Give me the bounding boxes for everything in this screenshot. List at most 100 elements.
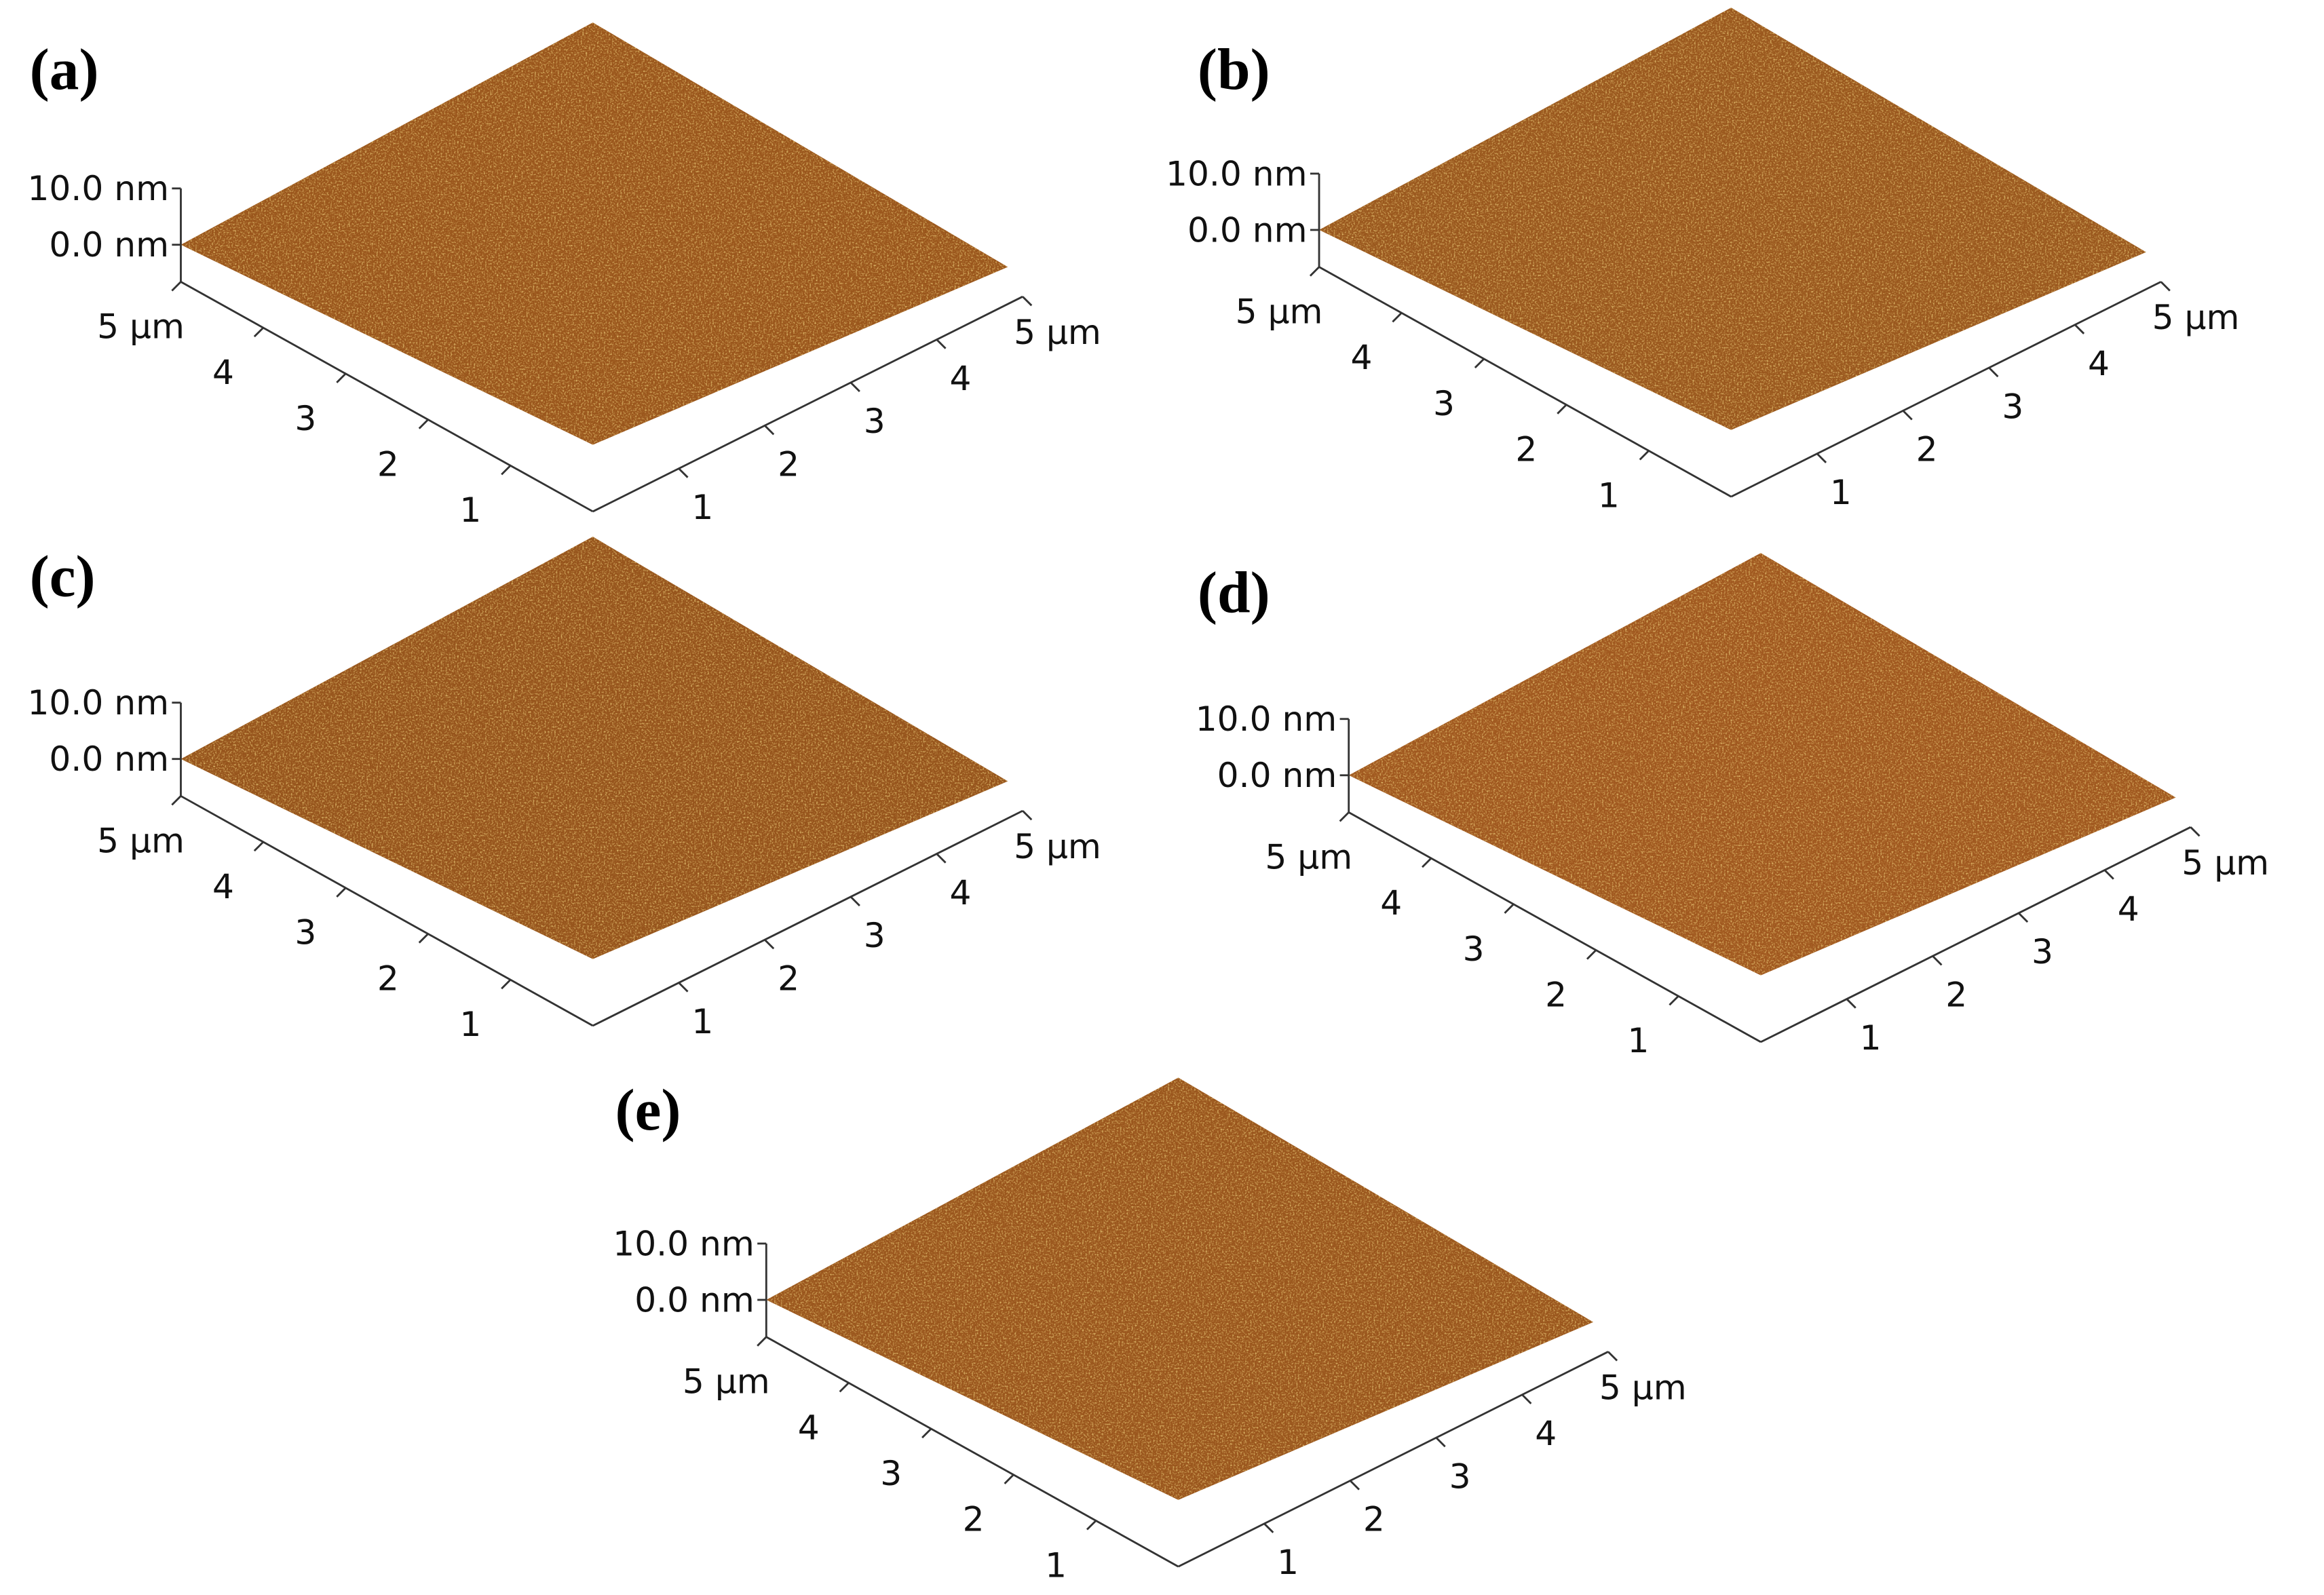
panel-label: (c): [30, 543, 96, 609]
axis-tick: [1422, 858, 1432, 868]
right-axis: [1760, 826, 2192, 1043]
z-tick-label: 10.0 nm: [1166, 153, 1308, 193]
panel-label: (b): [1198, 36, 1270, 102]
axis-tick: [1902, 410, 1913, 421]
axis-tick: [2190, 826, 2201, 837]
left-axis-label: 2: [377, 958, 399, 998]
left-axis-label: 1: [459, 490, 481, 530]
right-axis-label: 2: [1945, 974, 1967, 1014]
left-axis-label: 1: [459, 1004, 481, 1044]
z-tick-label: 0.0 nm: [49, 739, 169, 779]
left-axis-label: 5 μm: [1236, 292, 1323, 332]
left-axis: [180, 795, 594, 1027]
axis-tick: [2160, 281, 2171, 292]
axis-tick: [418, 419, 429, 429]
z-tick-label: 0.0 nm: [49, 225, 169, 265]
afm-texture: [1319, 7, 2146, 430]
z-tick-label: 10.0 nm: [613, 1223, 755, 1263]
axis-tick: [1586, 949, 1597, 960]
right-axis-label: 3: [2002, 386, 2023, 426]
axis-tick: [839, 1382, 850, 1393]
right-axis-label: 1: [691, 1001, 713, 1041]
axis-tick: [850, 381, 860, 393]
left-axis-label: 3: [294, 912, 316, 953]
axis-tick: [1557, 404, 1567, 415]
axis-tick: [171, 281, 182, 292]
left-axis-label: 1: [1045, 1545, 1067, 1585]
axis-tick: [850, 896, 860, 906]
axis-tick: [1988, 367, 1999, 378]
left-axis-label: 1: [1628, 1020, 1650, 1060]
right-axis-label: 4: [2118, 889, 2139, 929]
axis-tick: [1932, 955, 1943, 966]
axis-tick: [678, 467, 689, 478]
right-axis-label: 2: [1363, 1499, 1385, 1539]
right-axis: [592, 809, 1023, 1027]
z-tick-label: 10.0 nm: [1196, 699, 1337, 739]
z-tick-label: 10.0 nm: [27, 683, 169, 723]
axis-tick: [1846, 998, 1856, 1009]
left-axis-label: 5 μm: [1265, 837, 1352, 877]
axis-tick: [1022, 810, 1033, 821]
right-axis-label: 5 μm: [1014, 312, 1101, 352]
axis-tick: [1504, 903, 1515, 914]
left-axis-label: 2: [1515, 429, 1537, 469]
axis-tick: [1607, 1351, 1618, 1362]
right-axis-label: 4: [949, 872, 971, 912]
afm-panel: (d) 10.0 nm 0.0 nm 5 μm 4 3 2 1 1 2 3 4 5 μm: [1196, 553, 2269, 1060]
left-axis-label: 2: [1545, 974, 1567, 1014]
left-axis-label: 4: [798, 1407, 820, 1447]
afm-panel: (a) 10.0 nm 0.0 nm 5 μm 4 3 2 1 1 2 3 4 5 μm: [27, 22, 1101, 530]
left-axis-label: 3: [880, 1453, 902, 1493]
afm-texture: [180, 537, 1008, 959]
right-axis: [1730, 281, 2162, 498]
left-axis-label: 2: [963, 1499, 985, 1539]
left-axis: [180, 281, 594, 513]
left-axis-label: 4: [1351, 337, 1373, 377]
afm-panel: (e) 10.0 nm 0.0 nm 5 μm 4 3 2 1 1 2 3 4 5 μm: [613, 1077, 1686, 1586]
right-axis-label: 5 μm: [1014, 826, 1101, 866]
panel-label: (a): [30, 36, 99, 102]
right-axis-label: 4: [2088, 343, 2110, 383]
axis-tick: [1816, 453, 1827, 463]
left-axis: [1348, 811, 1761, 1043]
left-axis-label: 3: [294, 398, 316, 438]
axis-tick: [921, 1428, 932, 1439]
right-axis-label: 3: [864, 915, 885, 955]
right-axis-label: 1: [1830, 472, 1852, 512]
axis-tick: [1474, 358, 1485, 369]
left-axis-label: 5 μm: [97, 306, 185, 346]
axis-tick: [764, 939, 775, 950]
axis-tick: [1309, 266, 1320, 277]
right-axis-label: 2: [778, 444, 799, 484]
axis-tick: [2103, 869, 2114, 880]
axis-tick: [936, 853, 947, 864]
axis-tick: [336, 887, 347, 898]
right-axis-label: 5 μm: [2152, 297, 2240, 337]
left-axis-label: 4: [212, 866, 234, 906]
left-axis-label: 2: [377, 444, 399, 484]
axis-tick: [1086, 1520, 1097, 1531]
axis-tick: [418, 933, 429, 944]
z-tick-label: 10.0 nm: [27, 168, 169, 208]
axis-tick: [1004, 1474, 1014, 1484]
right-axis-label: 4: [1535, 1413, 1557, 1453]
panel-label: (d): [1198, 559, 1270, 625]
afm-texture: [180, 22, 1008, 445]
right-axis: [1177, 1351, 1609, 1568]
afm-panel: (b) 10.0 nm 0.0 nm 5 μm 4 3 2 1 1 2 3 4 5 μm: [1166, 7, 2239, 515]
right-axis-label: 2: [778, 958, 799, 998]
axis-tick: [501, 465, 512, 476]
left-axis-label: 4: [1380, 883, 1402, 923]
axis-tick: [1349, 1480, 1360, 1491]
right-axis-label: 4: [949, 358, 971, 398]
axis-tick: [1669, 995, 1679, 1006]
right-axis: [592, 295, 1023, 513]
axis-tick: [678, 982, 689, 993]
left-axis-label: 3: [1433, 383, 1455, 423]
afm-texture: [766, 1077, 1594, 1500]
right-axis-label: 5 μm: [2182, 843, 2269, 883]
left-axis-label: 1: [1598, 475, 1620, 515]
